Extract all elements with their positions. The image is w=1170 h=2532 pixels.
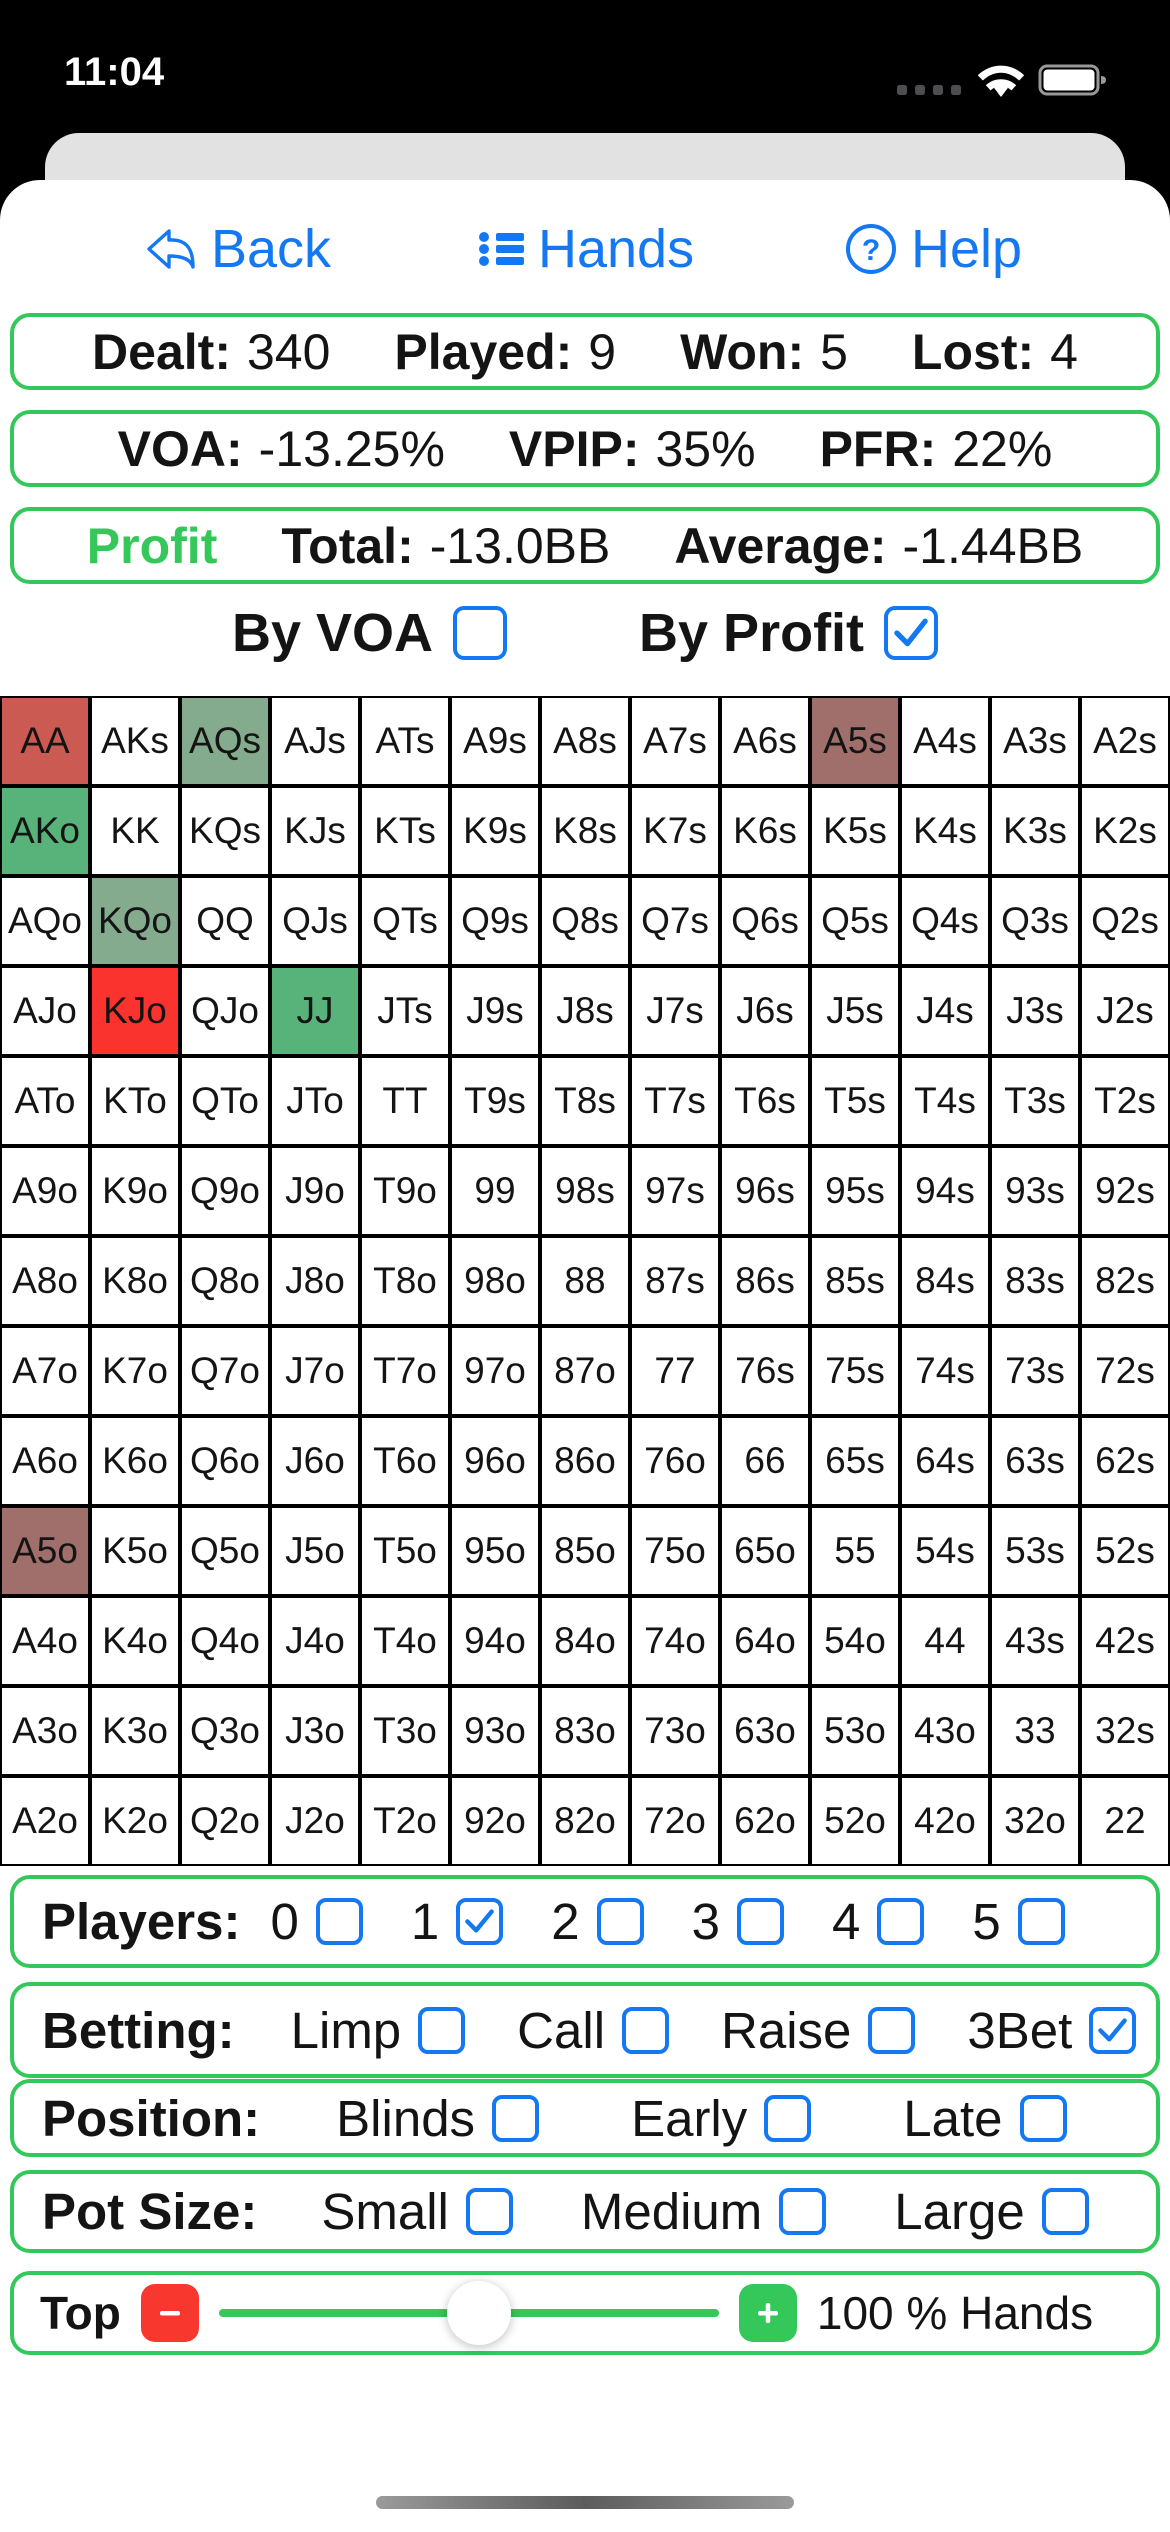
svg-text:?: ?: [862, 234, 880, 267]
